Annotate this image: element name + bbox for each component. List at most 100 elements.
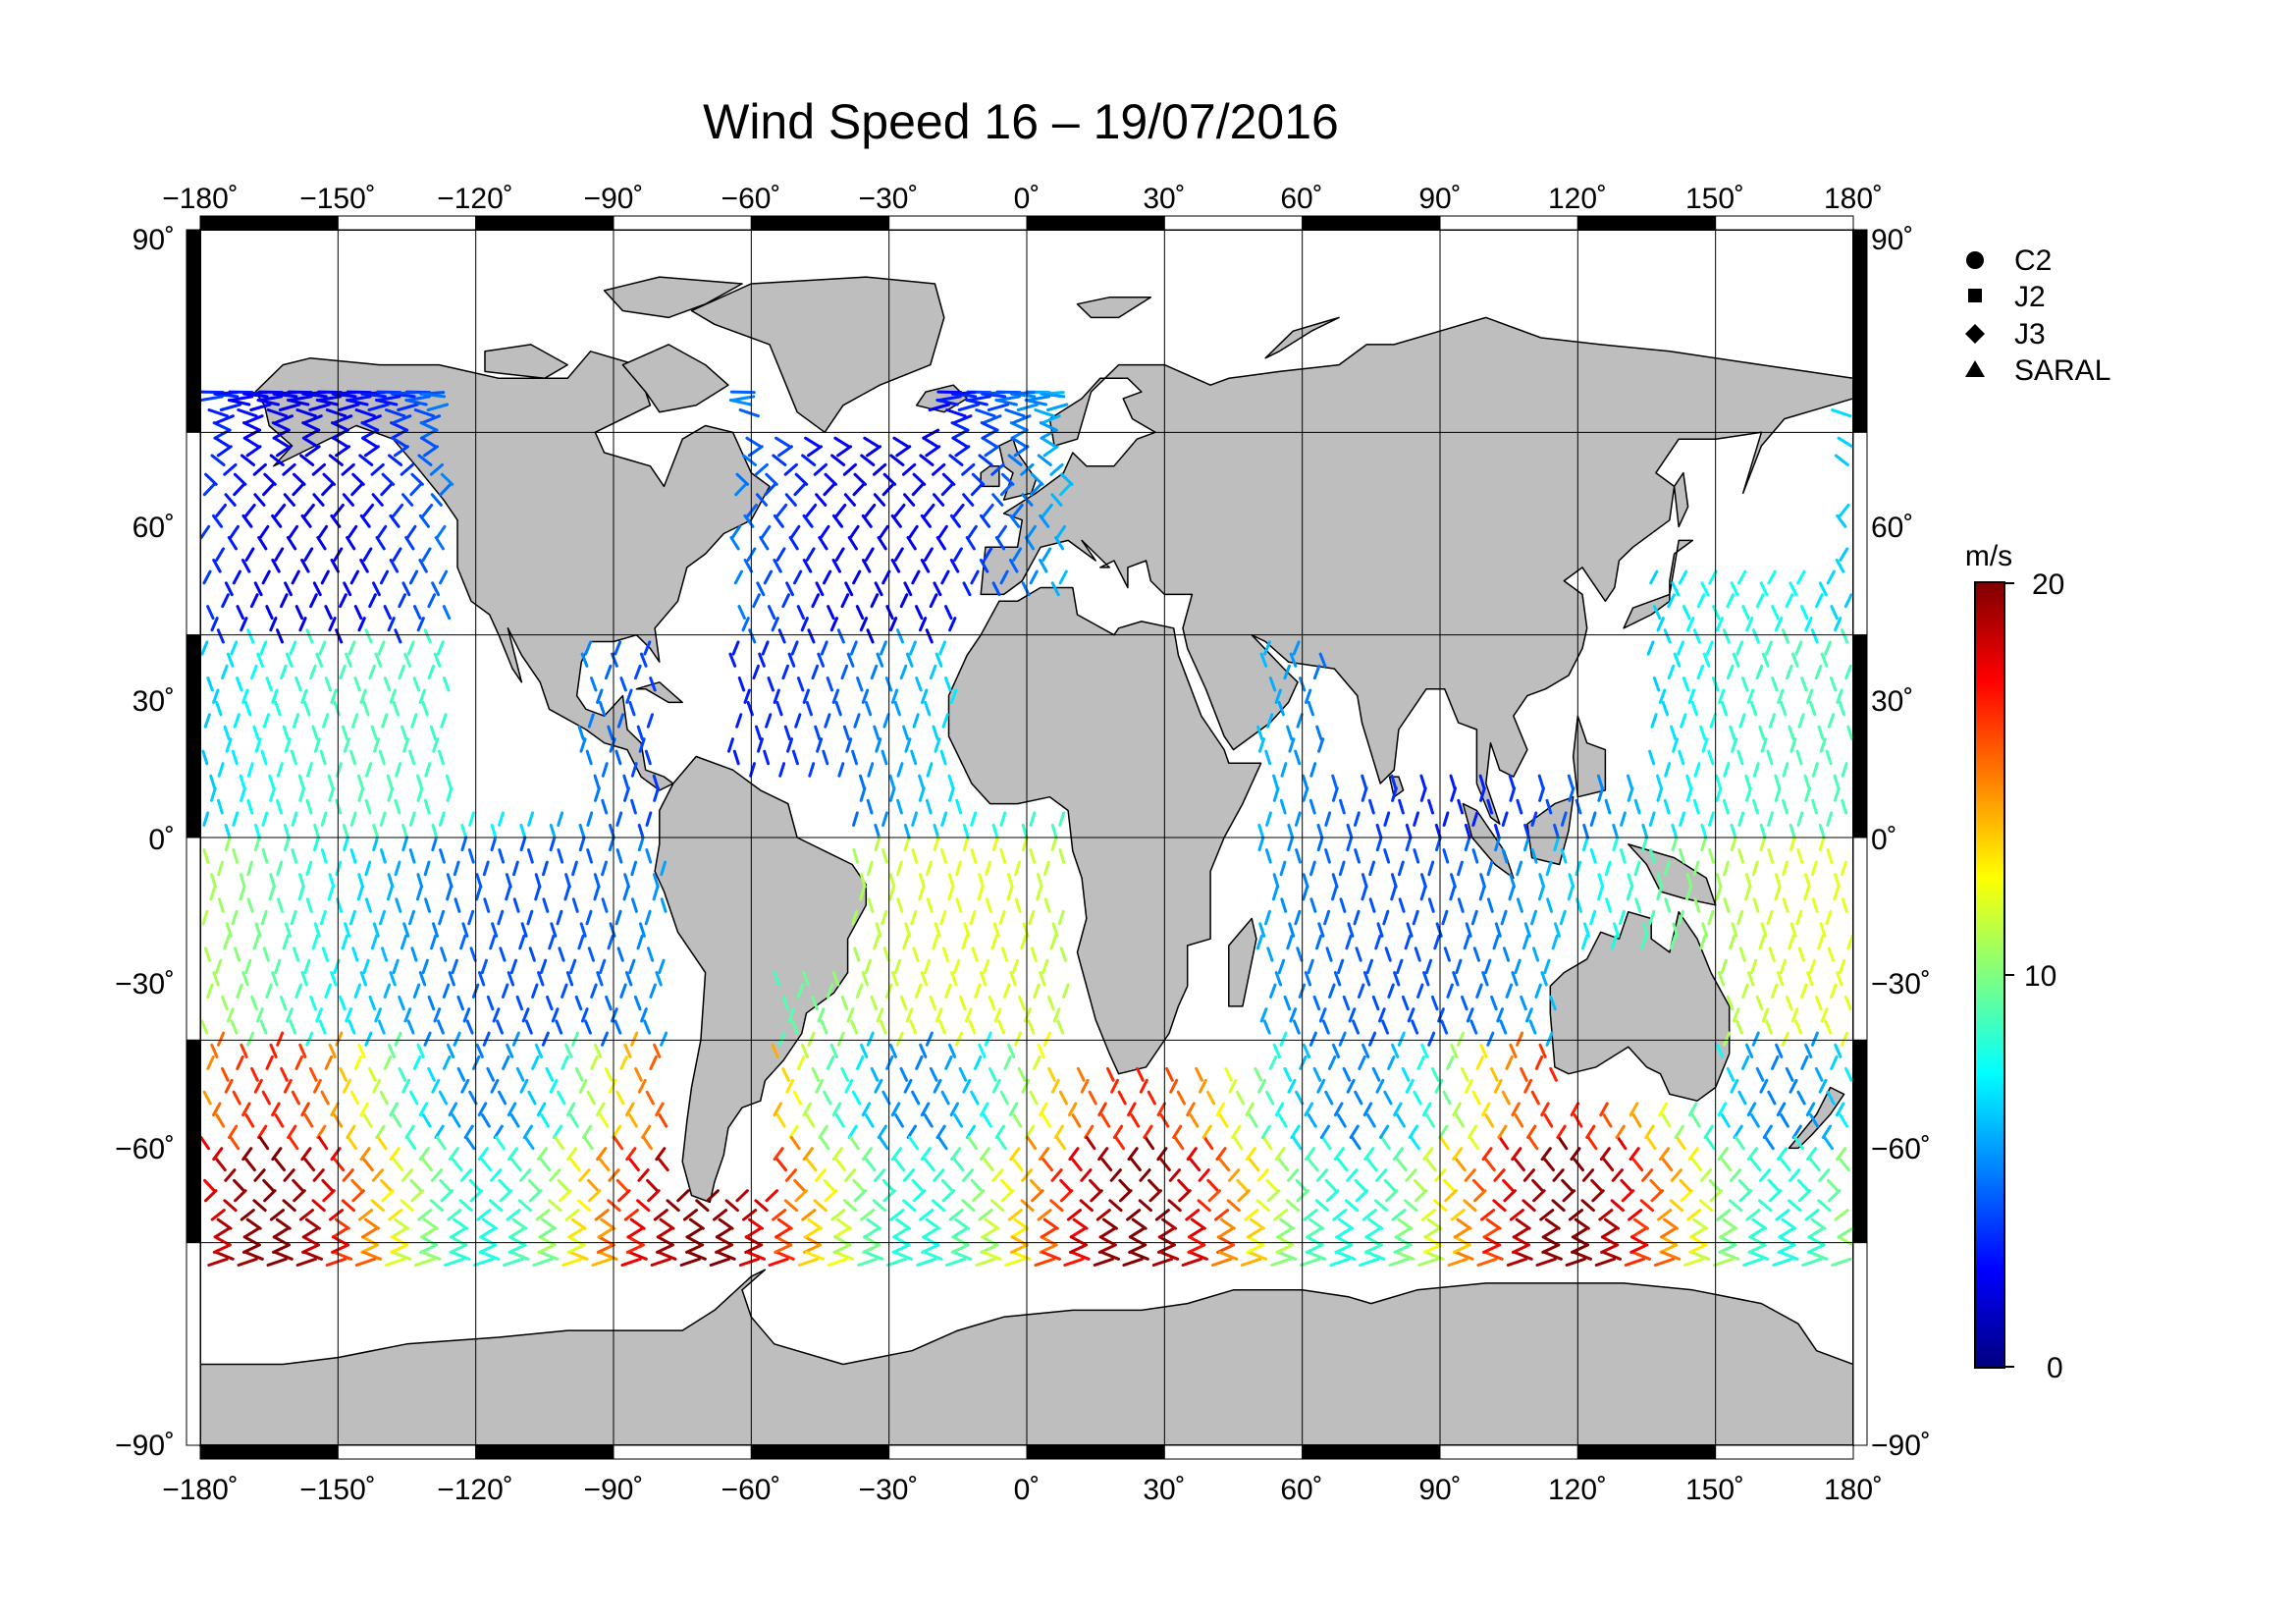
ground-track-segment (1841, 798, 1848, 815)
ground-track-segment (1528, 1019, 1537, 1035)
ground-track-segment (738, 1257, 761, 1267)
ground-track-segment (778, 762, 786, 778)
ground-track-segment (1656, 617, 1665, 632)
ground-track-segment (1601, 1226, 1619, 1239)
ground-track-segment (1761, 652, 1770, 668)
ground-track-segment (1789, 737, 1797, 753)
lon-tick-bottom: 120˚ (1548, 1474, 1607, 1506)
ground-track-segment (430, 934, 438, 950)
ground-track-segment (501, 983, 509, 999)
land-madagascar (1228, 917, 1257, 1007)
ground-track-segment (297, 885, 305, 901)
ground-track-segment (660, 860, 667, 877)
ground-track-segment (301, 436, 319, 449)
ground-track-segment (1534, 1055, 1544, 1070)
ground-track-segment (548, 934, 556, 950)
ground-track-segment (1143, 1124, 1153, 1139)
ground-track-segment (1796, 811, 1804, 827)
ground-track-segment (448, 1102, 458, 1117)
ground-track-segment (1549, 995, 1557, 1011)
ground-track-segment (1516, 1031, 1524, 1047)
ground-track-segment (539, 1250, 560, 1261)
ground-track-segment (293, 1189, 306, 1203)
ground-track-segment (959, 995, 967, 1011)
lon-tick-bottom: 60˚ (1280, 1474, 1322, 1506)
ground-track-segment (1439, 1136, 1450, 1151)
ground-track-segment (836, 628, 845, 644)
ground-track-segment (902, 1168, 915, 1182)
ground-track-segment (867, 897, 875, 913)
ground-track-segment (584, 1019, 592, 1035)
ground-track-segment (870, 1066, 880, 1082)
ground-track-segment (1732, 652, 1740, 668)
ground-track-segment (1354, 848, 1361, 864)
ground-track-segment (246, 860, 253, 877)
ground-track-segment (861, 558, 872, 573)
ground-track-segment (1591, 1189, 1605, 1203)
ground-track-segment (794, 472, 809, 486)
ground-track-segment (1433, 934, 1441, 950)
ground-track-segment (1514, 958, 1522, 975)
ground-track-segment (1383, 848, 1391, 864)
ground-track-segment (1505, 1055, 1514, 1070)
ground-track-segment (1815, 593, 1824, 609)
ground-track-segment (349, 569, 359, 585)
ground-track-segment (446, 786, 454, 802)
ground-track-segment (1679, 848, 1685, 864)
ground-track-segment (440, 1189, 454, 1203)
ground-track-segment (863, 436, 881, 449)
ground-track-segment (381, 947, 389, 962)
ground-track-segment (1397, 860, 1405, 877)
ground-track-segment (266, 408, 288, 418)
ground-track-segment (531, 1055, 540, 1070)
lon-tick-top: −30˚ (859, 183, 919, 215)
ground-track-segment (1050, 1168, 1063, 1182)
ground-track-segment (244, 1158, 256, 1172)
ground-track-segment (1235, 1090, 1246, 1106)
ground-track-segment (1394, 1235, 1413, 1247)
ground-track-segment (1760, 737, 1768, 753)
ground-track-segment (209, 885, 217, 901)
ground-track-segment (593, 885, 601, 901)
ground-track-segment (1276, 1250, 1298, 1261)
ground-track-segment (923, 1113, 934, 1128)
ground-track-segment (1479, 786, 1486, 802)
ground-track-segment (392, 547, 402, 562)
ground-track-segment (357, 873, 365, 889)
ground-track-segment (831, 1147, 843, 1162)
ground-track-segment (1831, 1257, 1852, 1267)
ground-track-segment (469, 1189, 484, 1203)
ground-track-segment (212, 1102, 222, 1117)
ground-track-segment (929, 664, 937, 680)
ground-track-segment (918, 774, 925, 790)
ground-track-segment (1347, 922, 1355, 938)
ground-track-segment (1485, 1217, 1502, 1230)
ground-track-segment (1452, 971, 1460, 987)
ground-track-segment (1314, 1199, 1330, 1213)
ground-track-segment (348, 909, 356, 926)
ground-track-segment (975, 1257, 996, 1267)
ground-track-segment (539, 958, 548, 975)
ground-track-segment (962, 836, 970, 852)
ground-track-segment (653, 1043, 662, 1058)
ground-track-segment (515, 995, 524, 1011)
ground-track-segment (394, 798, 401, 815)
ground-track-segment (1304, 1102, 1314, 1117)
ground-track-segment (790, 640, 799, 656)
ground-track-segment (242, 428, 261, 440)
ground-track-segment (656, 1243, 674, 1254)
frame-segment-bottom (1715, 1444, 1854, 1460)
ground-track-segment (210, 873, 217, 889)
ground-track-segment (614, 640, 622, 656)
ground-track-segment (321, 1178, 335, 1193)
ground-track-segment (1427, 798, 1434, 815)
ground-track-segment (866, 1031, 875, 1047)
ground-track-segment (315, 1007, 323, 1023)
ground-track-segment (904, 737, 912, 753)
ground-track-segment (952, 1250, 973, 1261)
ground-track-segment (945, 408, 967, 418)
ground-track-segment (941, 1189, 956, 1203)
ground-track-segment (321, 482, 334, 497)
ground-track-segment (1274, 688, 1282, 704)
ground-track-segment (388, 454, 403, 466)
